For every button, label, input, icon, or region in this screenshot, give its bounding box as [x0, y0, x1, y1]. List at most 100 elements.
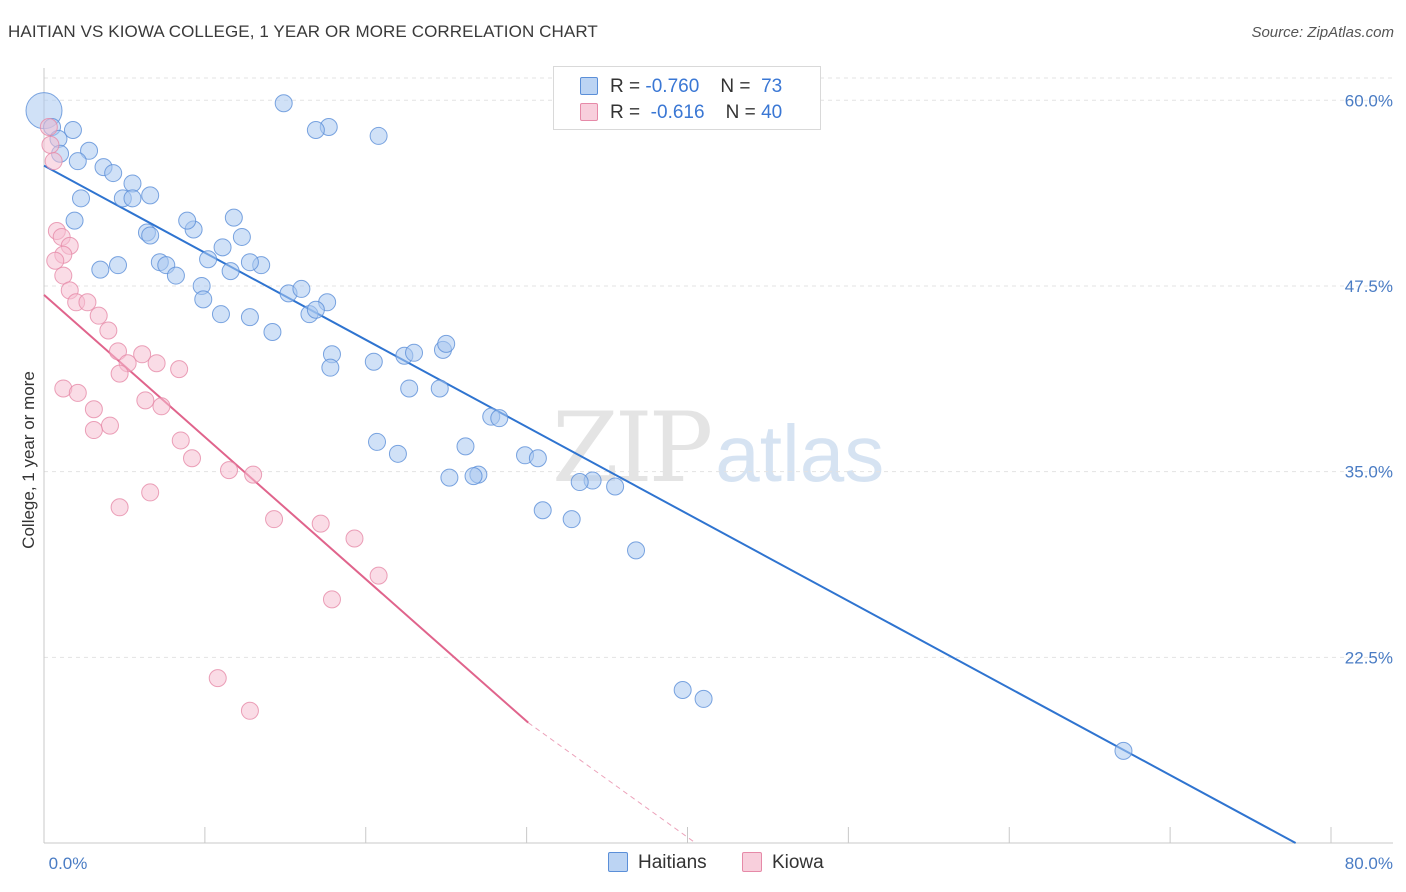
data-point-kiowa	[147, 354, 166, 373]
data-point-kiowa	[152, 397, 171, 416]
data-point-kiowa	[171, 431, 190, 450]
data-point-haitians	[166, 266, 185, 285]
legend: R = -0.760 N = 73 R = -0.616 N = 40	[553, 66, 821, 130]
data-point-haitians	[199, 250, 218, 269]
data-point-haitians	[570, 473, 589, 492]
data-point-kiowa	[345, 529, 364, 548]
data-point-kiowa	[311, 514, 330, 533]
data-point-haitians	[364, 352, 383, 371]
data-point-kiowa	[322, 590, 341, 609]
data-point-kiowa	[369, 566, 388, 585]
data-point-kiowa	[100, 416, 119, 435]
data-point-haitians	[528, 449, 547, 468]
axes	[43, 68, 1393, 844]
data-point-kiowa	[265, 510, 284, 529]
data-point-haitians	[562, 510, 581, 529]
data-point-haitians	[400, 379, 419, 398]
data-point-haitians	[211, 305, 230, 324]
data-point-haitians	[437, 334, 456, 353]
data-point-haitians	[178, 211, 197, 230]
data-point-kiowa	[240, 701, 259, 720]
legend-n-value: 73	[761, 76, 783, 97]
series-swatch-kiowa	[741, 852, 762, 872]
data-point-haitians	[123, 189, 142, 208]
data-point-haitians	[263, 323, 282, 342]
data-point-haitians	[240, 253, 259, 272]
data-point-haitians	[369, 126, 388, 145]
chart-title: HAITIAN VS KIOWA COLLEGE, 1 YEAR OR MORE…	[8, 22, 598, 41]
data-point-haitians	[368, 432, 387, 451]
y-tick-label: 35.0%	[1345, 463, 1393, 482]
source-note: Source: ZipAtlas.com	[1251, 24, 1394, 41]
data-point-haitians	[440, 468, 459, 487]
data-point-haitians	[1114, 741, 1133, 760]
data-point-haitians	[240, 308, 259, 327]
data-point-haitians	[72, 189, 91, 208]
data-point-haitians	[221, 262, 240, 281]
series-haitians	[25, 92, 1133, 760]
data-point-haitians	[80, 141, 99, 160]
legend-n-label: N =	[725, 102, 756, 123]
data-point-haitians	[321, 358, 340, 377]
data-point-haitians	[232, 227, 251, 246]
data-point-kiowa	[110, 364, 129, 383]
data-point-kiowa	[220, 461, 239, 480]
data-point-haitians	[141, 226, 160, 245]
data-point-haitians	[306, 300, 325, 319]
trend-line-haitians	[43, 164, 1297, 844]
data-point-kiowa	[133, 345, 152, 364]
grid-lines	[44, 77, 1393, 658]
data-point-kiowa	[183, 449, 202, 468]
data-point-kiowa	[109, 342, 128, 361]
series-swatch-haitians	[608, 852, 628, 872]
data-point-kiowa	[84, 400, 103, 419]
legend-row-kiowa: R = -0.616 N = 40	[580, 102, 782, 126]
data-point-haitians	[464, 467, 483, 486]
legend-r-label: R =	[610, 76, 641, 97]
x-tick-label: 80.0%	[1345, 854, 1393, 873]
legend-r-value: -0.616	[650, 102, 705, 123]
data-point-haitians	[292, 279, 311, 298]
data-point-kiowa	[208, 669, 227, 688]
data-point-kiowa	[89, 306, 108, 325]
legend-row-haitians: R = -0.760 N = 73	[580, 76, 782, 100]
data-point-haitians	[109, 256, 128, 275]
data-point-kiowa	[141, 483, 160, 502]
data-points	[25, 92, 1133, 760]
x-tick-label: 0.0%	[49, 854, 88, 873]
series-label-kiowa: Kiowa	[771, 852, 824, 873]
data-point-haitians	[627, 541, 646, 560]
data-point-haitians	[405, 343, 424, 362]
data-point-haitians	[224, 208, 243, 227]
trend-line-kiowa	[527, 722, 696, 844]
data-point-kiowa	[244, 465, 263, 484]
y-axis-label: College, 1 year or more	[19, 371, 38, 549]
legend-swatch-haitians	[580, 77, 598, 95]
data-point-haitians	[274, 94, 293, 113]
legend-r-label: R =	[610, 102, 641, 123]
legend-r-value: -0.760	[645, 76, 700, 97]
data-point-kiowa	[170, 360, 189, 379]
data-point-haitians	[68, 152, 87, 171]
data-point-haitians	[63, 120, 82, 139]
data-point-haitians	[694, 689, 713, 708]
data-point-kiowa	[44, 152, 63, 171]
data-point-kiowa	[46, 251, 65, 270]
watermark-atlas: atlas	[715, 409, 885, 498]
legend-swatch-kiowa	[580, 103, 598, 121]
series-legend-kiowa[interactable]: Kiowa	[741, 852, 824, 874]
data-point-haitians	[673, 681, 692, 699]
data-point-kiowa	[39, 118, 58, 137]
data-point-haitians	[456, 437, 475, 456]
data-point-haitians	[388, 444, 407, 463]
data-point-kiowa	[99, 321, 118, 340]
axis-labels: 22.5% 35.0% 47.5% 60.0% 0.0% 80.0% College, 1 …	[19, 91, 1393, 873]
data-point-haitians	[533, 501, 552, 520]
data-point-haitians	[91, 260, 110, 279]
data-point-kiowa	[136, 391, 155, 410]
data-point-haitians	[306, 120, 325, 139]
series-legend-haitians[interactable]: Haitians	[608, 852, 707, 874]
y-tick-label: 22.5%	[1345, 648, 1393, 667]
data-point-kiowa	[41, 135, 60, 154]
